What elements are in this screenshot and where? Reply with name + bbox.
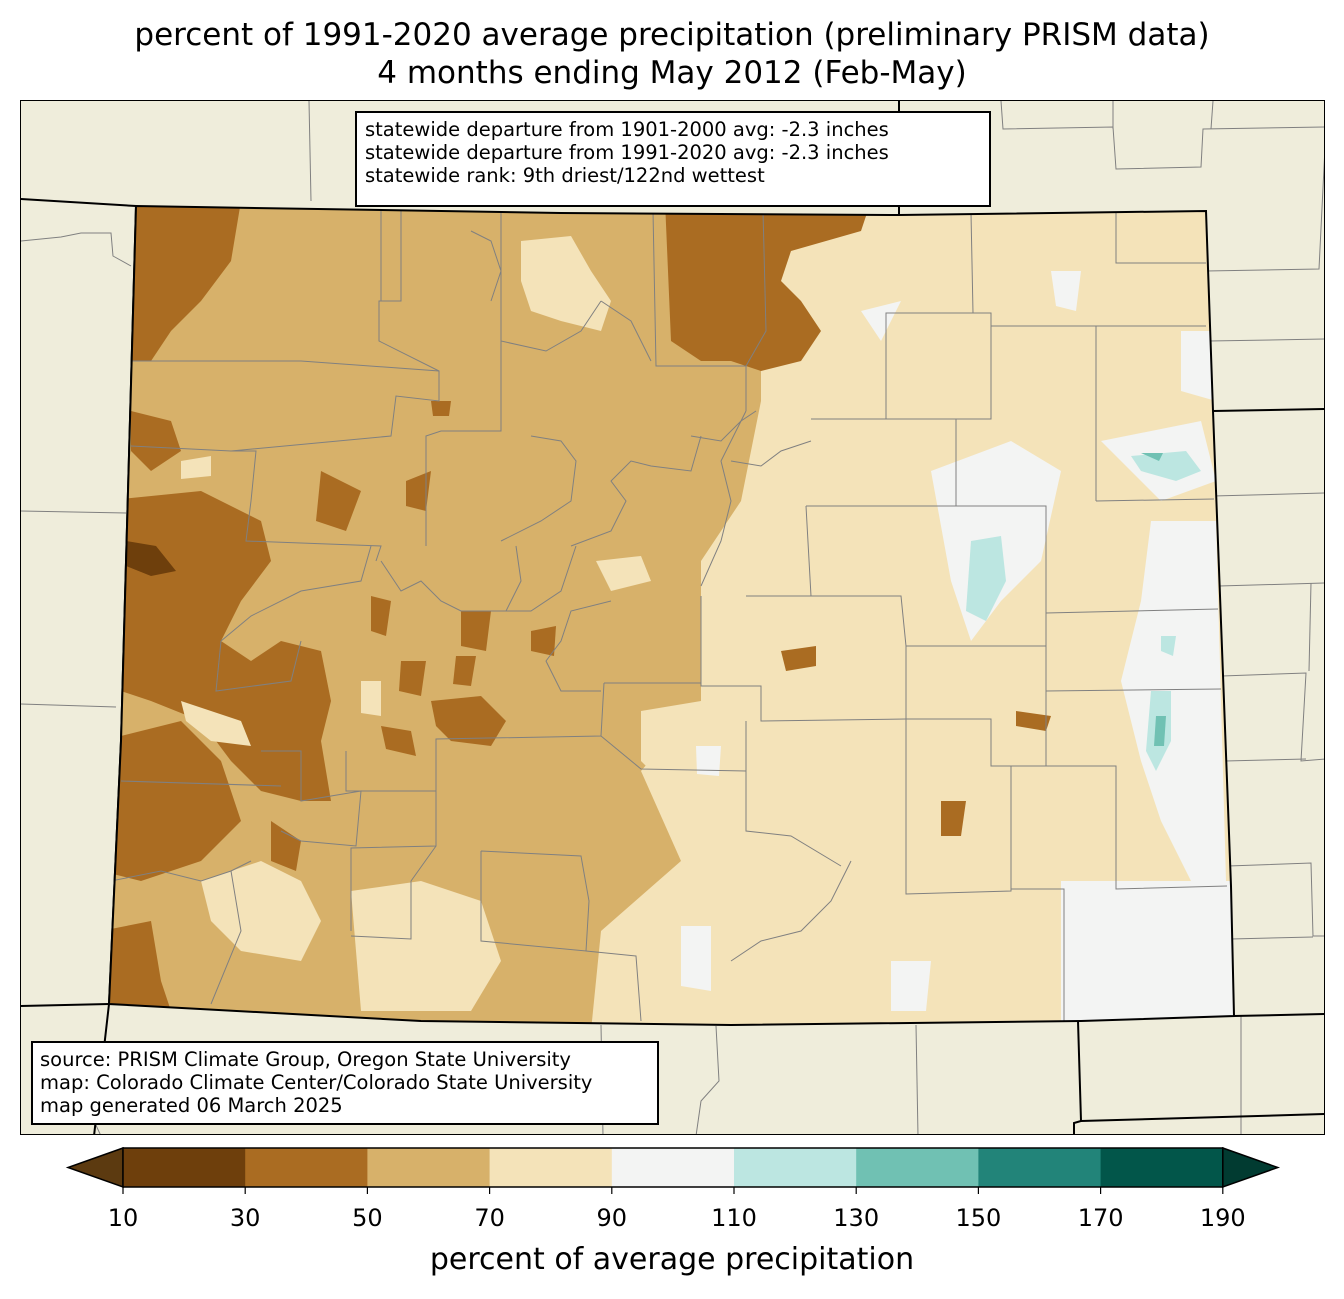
precipitation-field: [109, 206, 1234, 1025]
colorbar-tick-label: 150: [955, 1204, 1002, 1232]
colorbar-bin: [489, 1148, 613, 1187]
colorbar-frame: [122, 1147, 1224, 1188]
colorbar-extend-high: [1222, 1146, 1281, 1189]
stats-line-departure-1991: statewide departure from 1991-2020 avg: …: [365, 141, 889, 164]
source-line-map: map: Colorado Climate Center/Colorado St…: [40, 1071, 593, 1094]
colorbar-bin: [734, 1148, 857, 1187]
source-line-generated: map generated 06 March 2025: [40, 1094, 343, 1117]
source-box: source: PRISM Climate Group, Oregon Stat…: [31, 1041, 659, 1125]
colorbar-bin: [611, 1148, 735, 1187]
colorbar-tick-label: 170: [1077, 1204, 1124, 1232]
colorbar-tick-label: 190: [1199, 1204, 1246, 1232]
stats-line-rank: statewide rank: 9th driest/122nd wettest: [365, 164, 765, 187]
colorbar-bin: [367, 1148, 491, 1187]
county-boundaries: [110, 210, 1228, 1022]
map-title-line2: 4 months ending May 2012 (Feb-May): [377, 55, 967, 91]
colorbar-label: percent of average precipitation: [429, 1242, 915, 1277]
colorbar-extend-low: [65, 1146, 124, 1189]
colorbar-tick-label: 50: [352, 1204, 383, 1232]
colorbar-bin: [123, 1148, 246, 1187]
map-panel: [20, 100, 1325, 1135]
colorbar: [65, 1146, 1281, 1194]
colorbar-tick-label: 30: [229, 1204, 261, 1232]
colorado-border: [107, 204, 1236, 1027]
colorbar-tick-label: 10: [107, 1204, 139, 1232]
colorbar-tick-label: 130: [833, 1204, 880, 1232]
source-line-prism: source: PRISM Climate Group, Oregon Stat…: [40, 1048, 571, 1071]
colorbar-bin: [1100, 1148, 1224, 1187]
neighbor-county-lines: [21, 101, 1324, 1134]
colorbar-tick-label: 90: [596, 1204, 628, 1232]
colorbar-tick-label: 70: [474, 1204, 505, 1232]
colorbar-bin: [245, 1148, 368, 1187]
precipitation-map: [21, 101, 1324, 1134]
stats-line-departure-1901: statewide departure from 1901-2000 avg: …: [365, 118, 889, 141]
statewide-stats-box: statewide departure from 1901-2000 avg: …: [355, 111, 991, 207]
map-title-line1: percent of 1991-2020 average precipitati…: [134, 17, 1210, 53]
colorbar-bin: [978, 1148, 1102, 1187]
colorbar-tick-label: 110: [711, 1204, 757, 1232]
colorbar-bin: [856, 1148, 979, 1187]
